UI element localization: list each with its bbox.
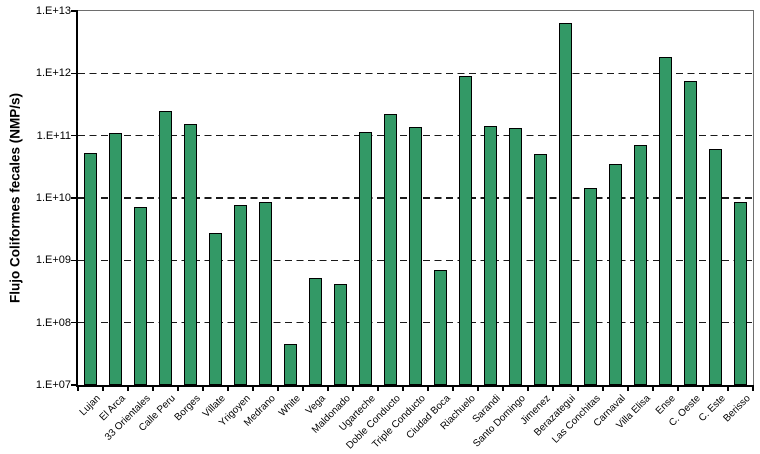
x-tick-mark bbox=[327, 386, 329, 391]
bar-white bbox=[284, 343, 297, 385]
x-tick-mark bbox=[502, 386, 504, 391]
x-tick-mark bbox=[577, 386, 579, 391]
x-tick-mark bbox=[452, 386, 454, 391]
y-tick-mark bbox=[71, 134, 77, 137]
y-tick-mark bbox=[71, 72, 77, 75]
bar-jimenez bbox=[534, 154, 547, 385]
bar-villate bbox=[209, 233, 222, 385]
x-tick-mark bbox=[252, 386, 254, 391]
bar-el-arca bbox=[109, 133, 122, 385]
bar-c-este bbox=[709, 149, 722, 385]
y-tick-label: 1.E+08 bbox=[35, 316, 71, 329]
bar-calle-peru bbox=[159, 110, 172, 385]
x-tick-mark bbox=[302, 386, 304, 391]
bar-triple-conducto bbox=[409, 126, 422, 385]
bar-villa-elisa bbox=[634, 144, 647, 385]
x-tick-mark bbox=[402, 386, 404, 391]
bar-c-oeste bbox=[684, 81, 697, 385]
y-tick-label: 1.E+11 bbox=[36, 129, 71, 142]
x-tick-mark bbox=[752, 386, 754, 391]
bar-carnaval bbox=[609, 164, 622, 385]
bar-las-conchitas bbox=[584, 187, 597, 385]
y-axis-line bbox=[76, 10, 78, 386]
bar-maldonado bbox=[334, 284, 347, 385]
bar-berazategui bbox=[559, 22, 572, 385]
x-tick-mark bbox=[277, 386, 279, 391]
y-tick-mark bbox=[71, 197, 77, 199]
y-tick-mark bbox=[71, 321, 77, 324]
bar-vega bbox=[309, 278, 322, 385]
x-tick-mark bbox=[727, 386, 729, 391]
x-tick-mark bbox=[177, 386, 179, 391]
x-tick-mark bbox=[227, 386, 229, 391]
x-tick-mark bbox=[627, 386, 629, 391]
x-tick-mark bbox=[202, 386, 204, 391]
x-axis-line bbox=[76, 384, 754, 387]
bar-33-orientales bbox=[134, 206, 147, 385]
plot-top-border bbox=[76, 10, 754, 12]
plot-area bbox=[78, 11, 753, 385]
y-tick-label: 1.E+12 bbox=[35, 67, 71, 80]
x-tick-mark bbox=[352, 386, 354, 391]
bar-ense bbox=[659, 57, 672, 385]
x-tick-mark bbox=[602, 386, 604, 391]
x-tick-mark bbox=[427, 386, 429, 391]
y-tick-label: 1.E+07 bbox=[35, 379, 71, 391]
bar-doble-conducto bbox=[384, 114, 397, 385]
x-tick-mark bbox=[77, 386, 79, 391]
y-tick-label: 1.E+13 bbox=[35, 5, 71, 17]
x-tick-mark bbox=[477, 386, 479, 391]
bar-riachuelo bbox=[459, 76, 472, 385]
bar-lujan bbox=[84, 153, 97, 385]
bar-ciudad-boca bbox=[434, 269, 447, 385]
plot-right-border bbox=[752, 10, 754, 386]
x-tick-mark bbox=[527, 386, 529, 391]
y-tick-mark bbox=[71, 10, 77, 12]
bar-berisso bbox=[734, 202, 747, 385]
x-tick-mark bbox=[552, 386, 554, 391]
bar-borges bbox=[184, 123, 197, 385]
x-tick-mark bbox=[102, 386, 104, 391]
bar-sarandi bbox=[484, 125, 497, 385]
bar-ugarteche bbox=[359, 131, 372, 385]
x-tick-mark bbox=[377, 386, 379, 391]
x-tick-mark bbox=[702, 386, 704, 391]
x-tick-mark bbox=[652, 386, 654, 391]
x-tick-label: Lujan bbox=[77, 393, 103, 419]
x-tick-mark bbox=[127, 386, 129, 391]
gridline-1e12 bbox=[78, 72, 753, 75]
x-tick-mark bbox=[152, 386, 154, 391]
bar-medrano bbox=[259, 202, 272, 385]
bar-yrigoyen bbox=[234, 204, 247, 385]
y-tick-mark bbox=[71, 259, 77, 262]
bar-santo-domingo bbox=[509, 127, 522, 385]
y-tick-mark bbox=[71, 384, 77, 386]
x-tick-mark bbox=[677, 386, 679, 391]
y-tick-label: 1.E+09 bbox=[35, 254, 71, 267]
y-tick-label: 1.E+10 bbox=[35, 192, 71, 204]
